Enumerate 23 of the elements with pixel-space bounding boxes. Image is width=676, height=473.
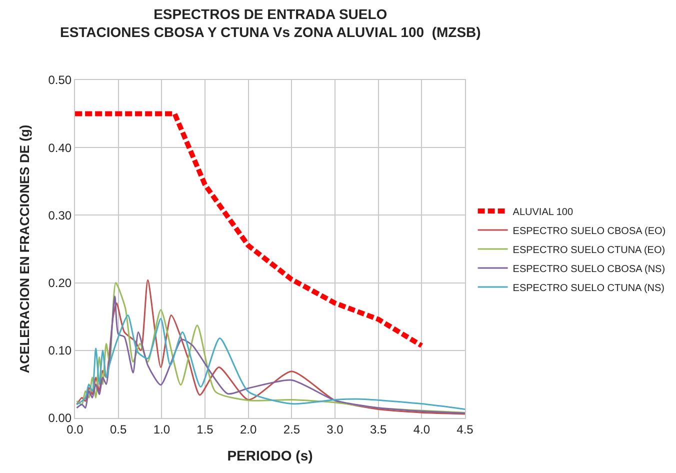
x-tick-label: 1.0: [153, 422, 170, 436]
y-tick-label: 0.30: [48, 208, 72, 222]
x-tick-label: 0.5: [110, 422, 127, 436]
y-tick-label: 0.10: [48, 344, 72, 358]
legend-label: ESPECTRO SUELO CTUNA (NS): [512, 282, 665, 294]
x-tick-label: 3.5: [370, 422, 387, 436]
line-series: [76, 314, 465, 410]
x-tick-label: 4.5: [456, 422, 474, 436]
y-tick-label: 0.20: [48, 276, 72, 290]
legend-label: ESPECTRO SUELO CBOSA (EO): [512, 226, 666, 237]
y-tick-label: 0.50: [48, 73, 72, 88]
chart-title: ESPECTROS DE ENTRADA SUELO ESTACIONES CBOSA Y CTUNA Vs ZONA ALUVIAL 100 (MZSB): [60, 6, 481, 40]
x-tick-label: 3.0: [326, 422, 344, 436]
legend-label: ESPECTRO SUELO CTUNA (EO): [512, 244, 666, 256]
x-tick-label: 4.0: [413, 422, 430, 436]
y-axis-title: ACELERACION EN FRACCIONES DE (g): [17, 124, 32, 374]
x-axis-title: PERIODO (s): [227, 448, 313, 464]
y-tick-label: 0.40: [48, 140, 72, 155]
x-tick-label: 1.5: [196, 422, 214, 436]
x-tick-label: 2.0: [240, 422, 257, 436]
x-tick-label: 2.5: [283, 422, 300, 436]
legend-label: ALUVIAL 100: [512, 206, 574, 218]
legend-label: ESPECTRO SUELO CBOSA (NS): [512, 264, 666, 275]
